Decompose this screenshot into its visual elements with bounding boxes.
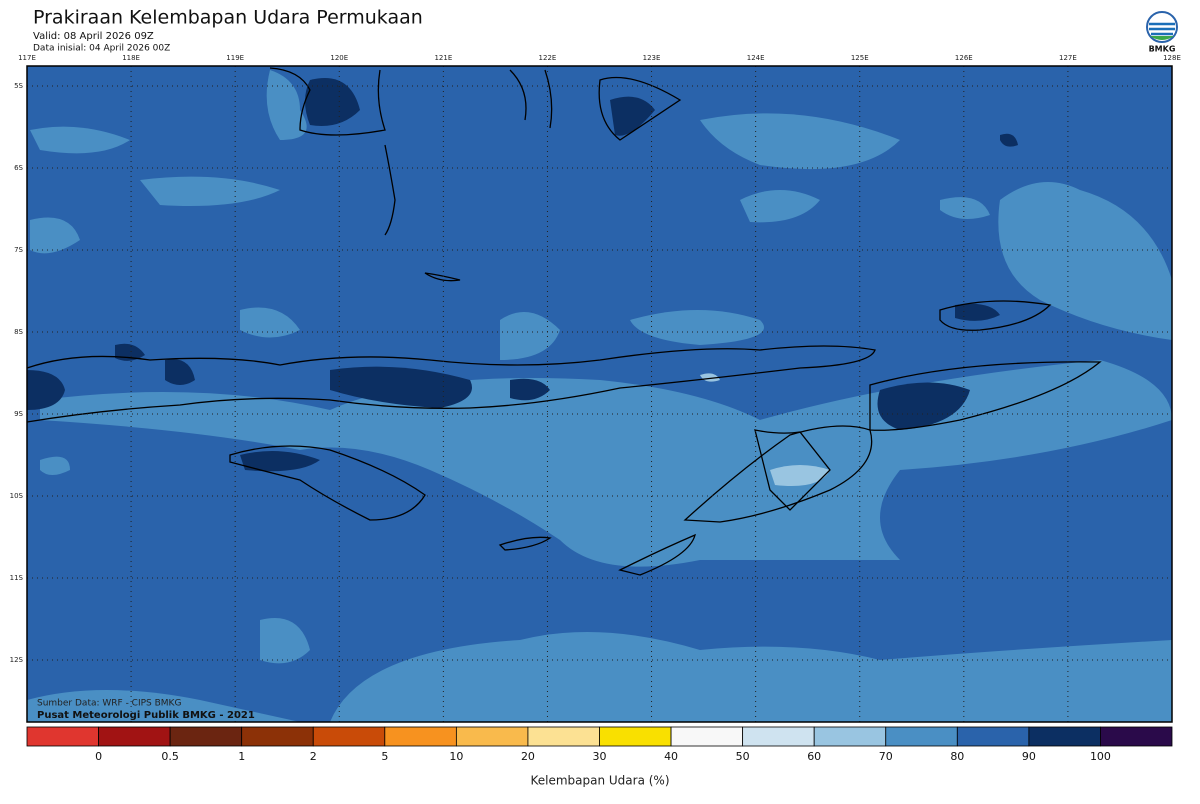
color-box — [670, 726, 744, 747]
colorbar-label: 20 — [521, 750, 535, 763]
humidity-90-100 — [27, 78, 1018, 472]
title: Prakiraan Kelembapan Udara Permukaan — [33, 7, 423, 29]
colorbar-label: 1 — [238, 750, 245, 763]
color-box — [885, 726, 958, 747]
lon-label: 121E — [434, 54, 452, 62]
logo: BMKG — [1146, 11, 1178, 54]
colorbar-label: 30 — [593, 750, 607, 763]
color-box — [1028, 726, 1101, 747]
color-box — [98, 726, 171, 747]
colorbar-label: 90 — [1022, 750, 1036, 763]
colorbar-label: 10 — [449, 750, 463, 763]
credit-note: Pusat Meteorologi Publik BMKG - 2021 — [37, 710, 255, 721]
lat-label: 7S — [14, 246, 23, 254]
colorbar-label: 5 — [381, 750, 388, 763]
color-box — [1100, 726, 1173, 747]
colorbar-label: 60 — [807, 750, 821, 763]
colorbar-label: 100 — [1090, 750, 1111, 763]
initial-time: Data inisial: 04 April 2026 00Z — [33, 44, 170, 54]
colorbar-label: 0 — [95, 750, 102, 763]
colorbar-label: 50 — [736, 750, 750, 763]
color-box — [241, 726, 314, 747]
lon-label: 127E — [1059, 54, 1077, 62]
color-box — [599, 726, 672, 747]
lon-label: 126E — [955, 54, 973, 62]
lat-label: 10S — [10, 492, 24, 500]
lon-label: 118E — [122, 54, 140, 62]
color-box — [527, 726, 600, 747]
source-note: Sumber Data: WRF - CIPS BMKG — [37, 699, 181, 709]
colorbar-label: 2 — [310, 750, 317, 763]
lat-label: 6S — [14, 164, 23, 172]
lon-label: 117E — [18, 54, 36, 62]
lon-label: 124E — [747, 54, 765, 62]
color-box — [455, 726, 529, 747]
lat-label: 5S — [14, 82, 23, 90]
colorbar-label: 0.5 — [161, 750, 179, 763]
lon-label: 120E — [330, 54, 348, 62]
color-box — [742, 726, 815, 747]
lon-label: 128E — [1163, 54, 1181, 62]
colorbar-label: 40 — [664, 750, 678, 763]
lon-label: 125E — [851, 54, 869, 62]
lon-label: 119E — [226, 54, 244, 62]
colorbar: 0 0.5 1 2 5 10 20 30 40 50 60 70 80 90 100 — [26, 726, 1173, 763]
colorbar-title: Kelembapan Udara (%) — [530, 774, 669, 788]
map: Sumber Data: WRF - CIPS BMKG Pusat Meteo… — [26, 65, 1173, 723]
color-box — [26, 726, 99, 747]
lat-label: 8S — [14, 328, 23, 336]
lon-label: 123E — [643, 54, 661, 62]
colorbar-label: 80 — [950, 750, 964, 763]
humidity-60-70 — [700, 373, 830, 486]
valid-time: Valid: 08 April 2026 09Z — [33, 31, 154, 42]
color-box — [312, 726, 386, 747]
graticule — [27, 66, 1172, 722]
colorbar-label: 70 — [879, 750, 893, 763]
lon-label: 122E — [539, 54, 557, 62]
color-box — [956, 726, 1030, 747]
color-box — [813, 726, 887, 747]
lat-label: 9S — [14, 410, 23, 418]
color-box — [169, 726, 243, 747]
logo-text: BMKG — [1149, 45, 1176, 54]
coastlines — [26, 67, 1102, 576]
color-box — [384, 726, 457, 747]
lat-label: 11S — [10, 574, 24, 582]
lat-label: 12S — [10, 656, 24, 664]
